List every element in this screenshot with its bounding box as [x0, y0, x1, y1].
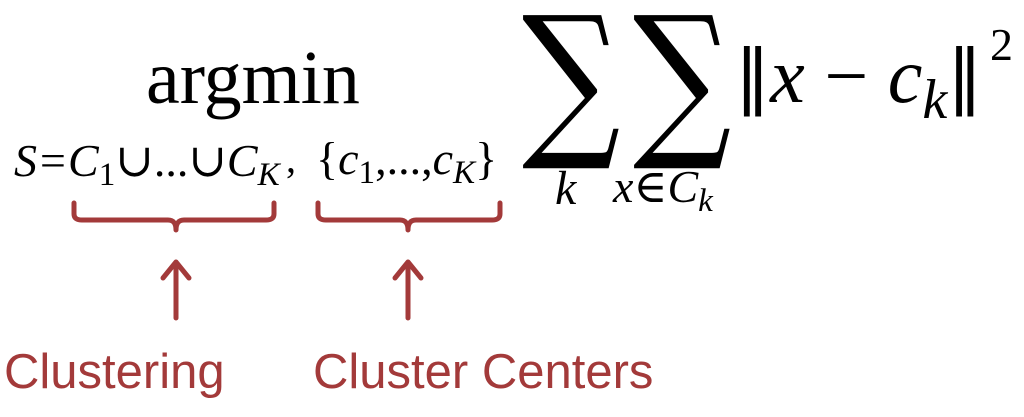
clustering-brace [71, 200, 277, 233]
centers-arrow [392, 259, 424, 321]
set-c: c [338, 133, 359, 184]
norm-c: c [887, 32, 923, 119]
centers-brace [315, 200, 503, 233]
set-c-index1: 1 [358, 154, 376, 192]
norm-x: x [770, 32, 805, 119]
argmin-operator: argmin [146, 36, 360, 120]
set-c-indexK: K [453, 154, 476, 192]
cluster-centers-label: Cluster Centers [313, 345, 654, 399]
square-exponent: 2 [990, 19, 1013, 70]
norm-right-bar: ‖ [947, 35, 983, 117]
outer-sum-symbol: ∑ [522, 0, 621, 176]
set-c-last: c [432, 133, 453, 184]
partition-c: C [68, 135, 99, 186]
centers-subscript: {c1,...,cK} [316, 133, 498, 190]
norm-minus: − [804, 32, 888, 119]
partition-subscript: S=C1∪...∪CK [14, 135, 280, 192]
outer-sum-index: k [555, 162, 577, 215]
inner-sum-index: x∈Ck [613, 161, 713, 218]
norm-expression: ‖x − ck‖ [735, 35, 983, 128]
inner-sum-symbol: ∑ [633, 0, 732, 176]
inner-index-C: C [667, 161, 699, 212]
clustering-arrow [160, 259, 192, 321]
set-mid: ,..., [375, 133, 433, 184]
partition-prefix: S= [14, 135, 69, 186]
partition-union: ∪...∪ [115, 135, 227, 186]
partition-c-last: C [226, 135, 258, 186]
set-close-brace: } [475, 133, 498, 184]
subscript-comma: , [286, 136, 296, 181]
inner-index-k: k [698, 182, 713, 220]
inner-index-in: ∈ [633, 161, 668, 212]
norm-c-subscript: k [922, 68, 948, 131]
norm-left-bar: ‖ [735, 35, 771, 117]
inner-index-x: x [613, 161, 634, 212]
partition-c-index1: 1 [98, 156, 116, 194]
clustering-label: Clustering [4, 345, 225, 399]
partition-c-indexK: K [257, 156, 280, 194]
set-open-brace: { [316, 133, 339, 184]
